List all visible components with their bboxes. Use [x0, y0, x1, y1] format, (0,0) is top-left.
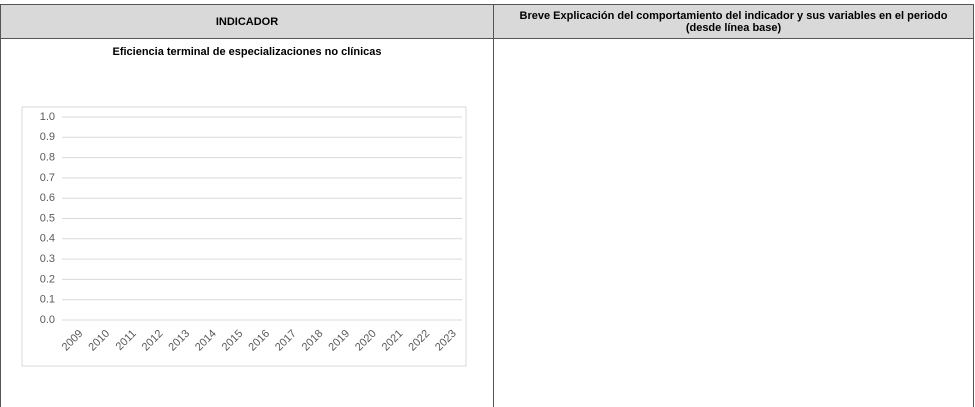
header-text: INDICADOR: [215, 15, 279, 28]
x-tick-label: 2019: [326, 328, 352, 354]
header-text: Breve Explicación del comportamiento del…: [519, 9, 948, 34]
y-tick-label: 0.9: [40, 131, 55, 143]
explanation-cell: [493, 38, 974, 407]
x-tick-label: 2016: [246, 328, 272, 354]
x-tick-label: 2020: [353, 328, 379, 354]
plot-frame: [21, 106, 467, 367]
x-tick-label: 2018: [300, 328, 326, 354]
y-tick-label: 0.4: [40, 233, 55, 245]
y-tick-label: 1.0: [40, 111, 55, 123]
x-tick-label: 2013: [166, 328, 192, 354]
x-tick-label: 2023: [433, 328, 459, 354]
x-tick-label: 2009: [60, 328, 86, 354]
x-tick-label: 2012: [140, 328, 166, 354]
x-tick-label: 2017: [273, 328, 299, 354]
header-cell: INDICADOR: [0, 4, 494, 39]
x-tick-label: 2010: [86, 328, 112, 354]
x-tick-label: 2021: [380, 328, 406, 354]
y-tick-label: 0.2: [40, 273, 55, 285]
x-tick-label: 2011: [114, 328, 139, 353]
x-tick-label: 2015: [220, 328, 246, 354]
chart-title: Eficiencia terminal de especializaciones…: [112, 46, 381, 58]
y-tick-label: 0.0: [40, 314, 55, 326]
y-tick-label: 0.7: [40, 172, 55, 184]
y-tick-label: 0.8: [40, 152, 55, 164]
x-tick-label: 2022: [406, 328, 432, 354]
y-tick-label: 0.1: [40, 294, 55, 306]
x-tick-label: 2014: [193, 328, 219, 354]
y-tick-label: 0.3: [40, 253, 55, 265]
y-tick-label: 0.6: [40, 192, 55, 204]
chart: Eficiencia terminal de especializaciones…: [21, 46, 467, 367]
header-cell: Breve Explicación del comportamiento del…: [493, 4, 974, 39]
y-tick-label: 0.5: [40, 212, 55, 224]
